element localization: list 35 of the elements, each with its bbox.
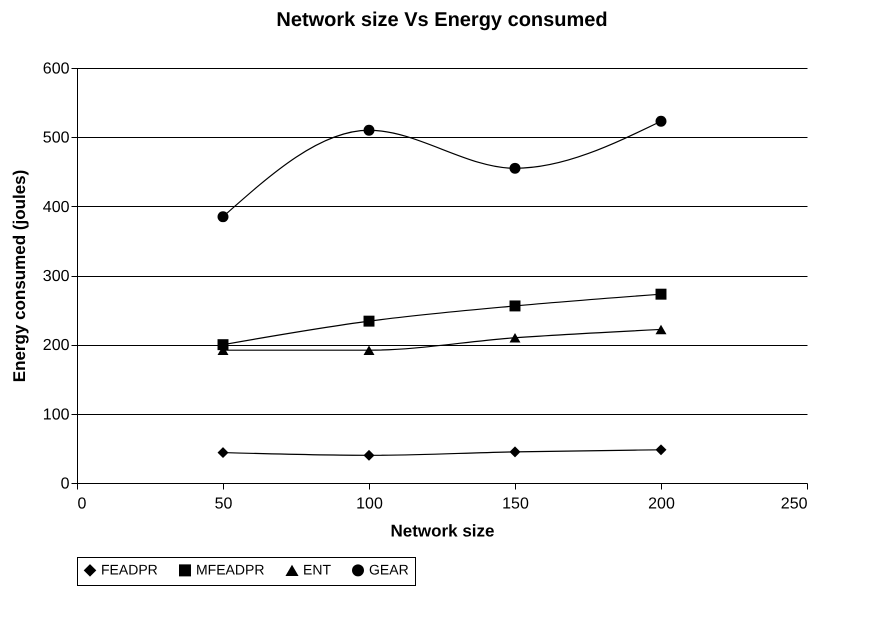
y-axis-title: Energy consumed (joules) bbox=[10, 170, 29, 382]
chart-title: Network size Vs Energy consumed bbox=[276, 9, 608, 31]
x-tick-label: 0 bbox=[78, 496, 86, 512]
y-tick-label: 600 bbox=[42, 60, 70, 78]
legend-label: ENT bbox=[303, 562, 332, 578]
point bbox=[364, 345, 374, 355]
legend-label: FEADPR bbox=[101, 561, 158, 578]
point bbox=[364, 450, 374, 461]
point bbox=[218, 339, 228, 350]
legend-label: GEAR bbox=[369, 561, 409, 578]
point bbox=[656, 288, 666, 300]
y-tick-label: 300 bbox=[42, 268, 70, 285]
x-tick-label: 250 bbox=[780, 496, 808, 512]
point bbox=[510, 162, 520, 174]
point bbox=[656, 324, 666, 334]
x-axis-title: Network size bbox=[390, 522, 494, 540]
x-tick-label: 200 bbox=[648, 496, 675, 512]
y-tick-label: 100 bbox=[42, 406, 70, 424]
y-tick-label: 200 bbox=[42, 337, 70, 354]
point bbox=[656, 116, 666, 127]
y-tick-label: 500 bbox=[42, 130, 70, 147]
y-tick-label: 0 bbox=[60, 476, 70, 492]
point bbox=[218, 211, 228, 222]
x-tick-label: 100 bbox=[356, 496, 383, 512]
point bbox=[364, 124, 374, 136]
point bbox=[510, 300, 520, 312]
point bbox=[656, 444, 666, 456]
point bbox=[218, 447, 228, 458]
y-tick-label: 400 bbox=[42, 198, 70, 216]
point bbox=[364, 316, 374, 327]
point bbox=[510, 446, 520, 458]
legend-label: MFEADPR bbox=[196, 561, 264, 578]
x-tick-label: 50 bbox=[214, 496, 232, 512]
x-tick-label: 150 bbox=[502, 496, 529, 512]
point bbox=[510, 333, 520, 342]
